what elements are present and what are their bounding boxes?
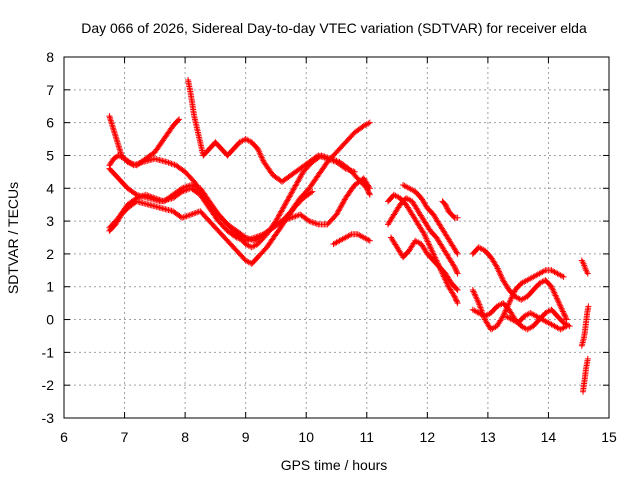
- x-tick-label: 14: [541, 429, 557, 445]
- series-t18: [578, 257, 591, 277]
- x-tick-label: 13: [480, 429, 496, 445]
- y-tick-label: 5: [46, 147, 54, 163]
- x-tick-label: 8: [181, 429, 189, 445]
- y-tick-label: 8: [46, 49, 54, 65]
- y-tick-label: -1: [42, 344, 55, 360]
- grid-lines: [64, 57, 609, 418]
- series-t4: [106, 113, 183, 169]
- marker-path-t19: [580, 355, 591, 395]
- marker-path-t10: [388, 234, 461, 293]
- chart-title: Day 066 of 2026, Sidereal Day-to-day VTE…: [81, 20, 587, 36]
- y-tick-labels: -3 -2 -1 0 1 2 3 4 5 6 7 8: [42, 49, 55, 426]
- marker-path-t16: [503, 310, 570, 333]
- series-t3: [106, 175, 373, 244]
- x-tick-label: 15: [601, 429, 617, 445]
- series-t6: [106, 188, 316, 267]
- marker-path-t15: [469, 267, 567, 333]
- y-tick-label: 3: [46, 213, 54, 229]
- marker-path-t6: [106, 188, 316, 267]
- x-tick-label: 6: [60, 429, 68, 445]
- x-axis-label: GPS time / hours: [281, 457, 388, 473]
- marker-path-t17: [578, 303, 592, 349]
- marker-path-t5: [185, 77, 358, 185]
- x-tick-label: 12: [420, 429, 436, 445]
- series-t15: [469, 267, 567, 333]
- series-t19: [580, 355, 591, 395]
- y-tick-label: 1: [46, 279, 54, 295]
- plot-frame: [63, 56, 610, 419]
- marker-path-t18: [578, 257, 591, 277]
- series-t7: [330, 231, 373, 248]
- series-t5: [185, 77, 358, 185]
- y-tick-label: 7: [46, 82, 54, 98]
- series-t9: [385, 195, 461, 277]
- y-tick-label: -2: [42, 377, 55, 393]
- series-t12: [439, 198, 461, 221]
- data-points: [106, 77, 592, 395]
- marker-path-t3: [106, 175, 373, 244]
- marker-path-t12: [439, 198, 461, 221]
- series-t2: [106, 119, 373, 244]
- x-tick-label: 11: [360, 429, 375, 445]
- y-tick-label: 2: [46, 246, 54, 262]
- x-tick-label: 7: [121, 429, 129, 445]
- marker-path-t2: [106, 119, 373, 244]
- series-t11: [400, 182, 461, 257]
- axis-ticks: [63, 56, 610, 419]
- marker-path-t11: [400, 182, 461, 257]
- x-tick-label: 9: [242, 429, 250, 445]
- marker-path-t9: [385, 195, 461, 277]
- series-t16: [503, 310, 570, 333]
- marker-path-t7: [330, 231, 373, 248]
- x-tick-label: 10: [298, 429, 314, 445]
- y-tick-label: 6: [46, 115, 54, 131]
- marker-path-t4: [106, 113, 183, 169]
- y-tick-label: -3: [42, 410, 55, 426]
- series-t17: [578, 303, 592, 349]
- y-tick-label: 4: [46, 180, 54, 196]
- x-tick-labels: 6 7 8 9 10 11 12 13 14 15: [60, 429, 617, 445]
- y-tick-label: 0: [46, 312, 54, 328]
- series-t10: [388, 234, 461, 293]
- y-axis-label: SDTVAR / TECUs: [5, 182, 21, 294]
